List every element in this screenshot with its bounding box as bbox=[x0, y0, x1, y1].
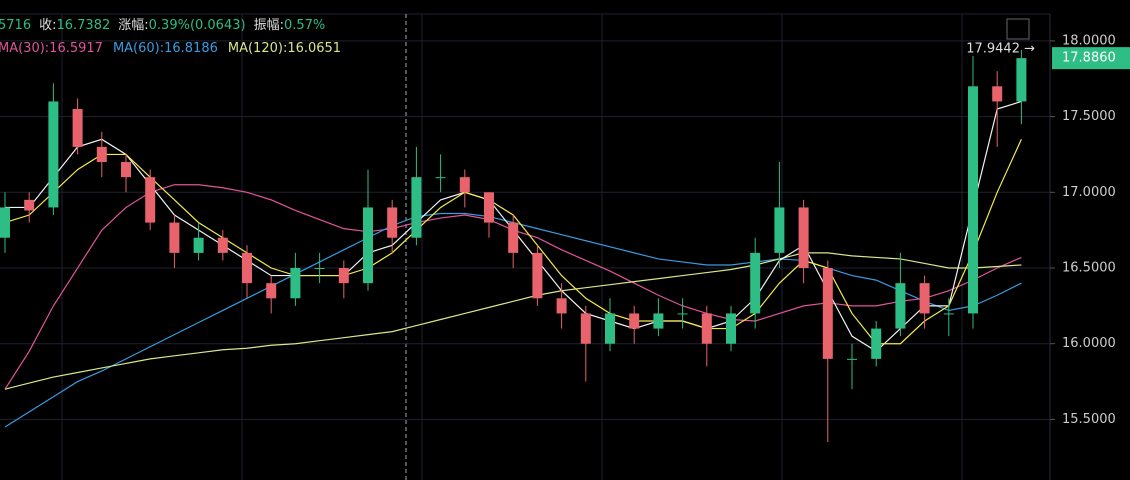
candle-body bbox=[968, 86, 978, 314]
candle-body bbox=[1016, 58, 1027, 102]
candle-body bbox=[411, 177, 422, 238]
candle-body bbox=[556, 298, 567, 314]
candle-body bbox=[580, 313, 591, 344]
candle-body bbox=[435, 177, 446, 179]
candle-body bbox=[145, 177, 156, 223]
stat-value: 16.7382 bbox=[56, 18, 110, 33]
candle-body bbox=[822, 268, 833, 359]
candle-body bbox=[387, 207, 398, 238]
candle-body bbox=[677, 313, 688, 315]
candle-body bbox=[363, 207, 373, 284]
legend-entry: MA(120):16.0651 bbox=[228, 41, 341, 56]
candle-body bbox=[605, 313, 615, 344]
candle-body bbox=[72, 109, 83, 147]
candle-body bbox=[847, 358, 857, 360]
ma-line bbox=[4, 252, 1022, 390]
candle-body bbox=[798, 207, 809, 269]
candle-body bbox=[919, 283, 930, 314]
candle-body bbox=[726, 313, 736, 344]
candle-body bbox=[96, 146, 107, 163]
candle-body bbox=[338, 268, 349, 284]
candle-body bbox=[459, 177, 470, 193]
candle-body bbox=[532, 252, 543, 299]
candle-body bbox=[895, 283, 906, 329]
candle-body bbox=[169, 222, 180, 253]
y-tick-label: 15.5000 bbox=[1062, 412, 1116, 427]
legend-entry: MA(60):16.8186 bbox=[113, 41, 218, 56]
candle-body bbox=[774, 207, 785, 253]
candle-body bbox=[943, 313, 954, 315]
candle-body bbox=[508, 222, 519, 253]
candle-body bbox=[24, 199, 35, 211]
legend-entry: MA(30):16.5917 bbox=[0, 41, 103, 56]
stat-value: 0.39%(0.0643) bbox=[149, 18, 246, 33]
candle-body bbox=[484, 192, 494, 223]
header: 5716 收:16.7382 涨幅:0.39%(0.0643) 振幅:0.57% bbox=[0, 18, 325, 33]
plot: 18.0000 17.5000 17.0000 16.5000 16.0000 15.50… bbox=[0, 33, 1130, 443]
y-tick-label: 17.5000 bbox=[1062, 109, 1116, 124]
stat-label: 涨幅: bbox=[118, 18, 148, 33]
candle-body bbox=[266, 283, 277, 299]
candle-body bbox=[629, 313, 640, 329]
candle-body bbox=[992, 86, 1003, 102]
stat-label: 振幅: bbox=[254, 18, 284, 33]
candle-body bbox=[653, 313, 664, 329]
candle-body bbox=[290, 268, 301, 299]
candle-body bbox=[48, 101, 59, 208]
candle-body bbox=[871, 328, 882, 359]
price-tag: 17.8860 bbox=[1062, 51, 1116, 66]
candle-body bbox=[701, 313, 712, 344]
candle-body bbox=[121, 162, 131, 178]
candle-body bbox=[242, 252, 252, 284]
high-annotation: 17.9442 → bbox=[966, 41, 1035, 56]
candle-body bbox=[217, 237, 228, 253]
stat-value: 0.57% bbox=[284, 18, 325, 33]
legend: MA(30):16.5917 MA(60):16.8186 MA(120):16.0… bbox=[0, 41, 341, 56]
stat-label: 收: bbox=[39, 18, 56, 33]
candle-body bbox=[193, 237, 204, 253]
y-tick-label: 18.0000 bbox=[1062, 33, 1116, 48]
candle-body bbox=[314, 268, 325, 270]
candle-body bbox=[750, 252, 761, 314]
price-tag-box bbox=[1052, 47, 1130, 70]
y-tick-label: 16.0000 bbox=[1062, 336, 1116, 351]
y-tick-label: 16.5000 bbox=[1062, 261, 1116, 276]
fullscreen-button[interactable] bbox=[1006, 18, 1030, 40]
header-fragment: 5716 bbox=[0, 18, 31, 33]
candle-body bbox=[0, 207, 10, 238]
y-tick-label: 17.0000 bbox=[1062, 185, 1116, 200]
